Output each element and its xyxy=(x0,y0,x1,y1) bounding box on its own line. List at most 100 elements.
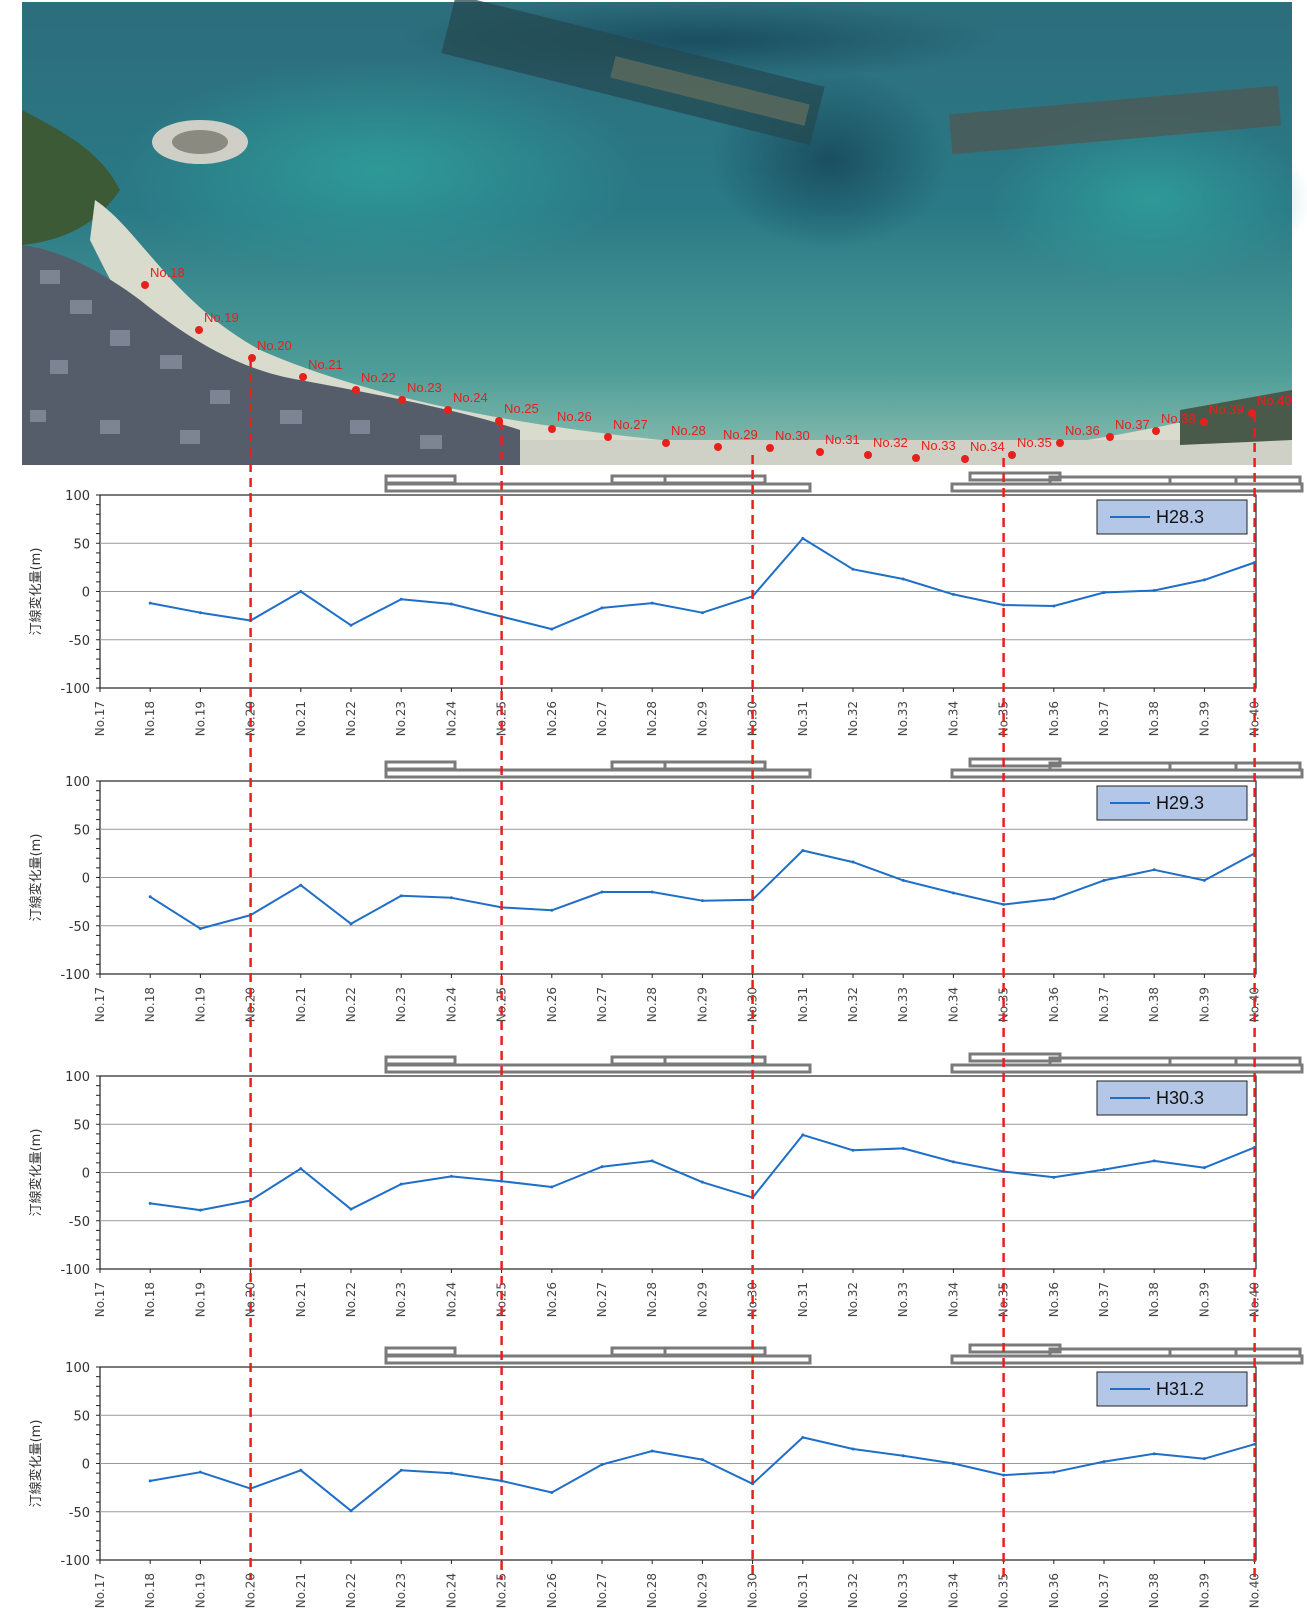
data-point xyxy=(951,891,955,895)
survey-point-marker xyxy=(714,443,722,451)
survey-point-marker xyxy=(1152,427,1160,435)
data-point xyxy=(148,1479,152,1483)
x-tick-label: No.19 xyxy=(193,987,207,1022)
x-tick-label: No.37 xyxy=(1097,987,1111,1022)
data-point xyxy=(851,860,855,864)
data-point xyxy=(650,1159,654,1163)
x-tick-label: No.32 xyxy=(846,1573,860,1608)
y-tick-label: 0 xyxy=(82,1458,90,1473)
data-point xyxy=(198,1470,202,1474)
x-tick-label: No.34 xyxy=(946,1282,960,1317)
legend-entry: H29.3 xyxy=(1156,793,1204,813)
data-point xyxy=(299,1468,303,1472)
data-point xyxy=(550,1185,554,1189)
x-tick-label: No.28 xyxy=(645,1573,659,1608)
breakwater-schematic xyxy=(384,1343,1304,1365)
survey-point-label: No.22 xyxy=(361,370,396,385)
x-tick-label: No.19 xyxy=(193,1573,207,1608)
y-tick-label: 50 xyxy=(73,537,90,552)
x-tick-label: No.37 xyxy=(1097,701,1111,736)
data-point xyxy=(449,896,453,900)
data-point xyxy=(1002,1473,1006,1477)
data-point xyxy=(1152,589,1156,593)
x-tick-label: No.31 xyxy=(796,1573,810,1608)
x-tick-label: No.38 xyxy=(1147,1573,1161,1608)
survey-point-label: No.40 xyxy=(1257,393,1292,408)
data-point xyxy=(399,1468,403,1472)
survey-point-marker xyxy=(816,448,824,456)
survey-point-marker xyxy=(1106,433,1114,441)
y-tick-label: 50 xyxy=(73,1409,90,1424)
data-point xyxy=(349,922,353,926)
survey-point-marker xyxy=(141,281,149,289)
data-point xyxy=(700,899,704,903)
breakwater-schematic xyxy=(384,1052,1304,1074)
chart-panel-4: 100 50 0 -50 -100 汀線変化量(m) No.17 No.18 No.19 No.2… xyxy=(28,1343,1304,1608)
y-axis-label: 汀線変化量(m) xyxy=(28,548,44,636)
survey-point-marker xyxy=(912,454,920,462)
survey-point-marker xyxy=(604,433,612,441)
survey-point-label: No.33 xyxy=(921,438,956,453)
survey-point-label: No.20 xyxy=(257,338,292,353)
x-tick-label: No.33 xyxy=(896,1282,910,1317)
data-point xyxy=(1253,1442,1257,1446)
x-tick-label: No.23 xyxy=(394,1282,408,1317)
data-point xyxy=(399,894,403,898)
x-tick-label: No.21 xyxy=(294,987,308,1022)
x-tick-label: No.32 xyxy=(846,987,860,1022)
y-tick-label: -50 xyxy=(69,1215,90,1230)
x-tick-label: No.38 xyxy=(1147,1282,1161,1317)
data-point xyxy=(1052,1470,1056,1474)
x-tick-label: No.35 xyxy=(997,1573,1011,1608)
data-point xyxy=(901,1454,905,1458)
data-point xyxy=(851,567,855,571)
data-point xyxy=(500,1479,504,1483)
data-point xyxy=(1002,603,1006,607)
y-tick-label: -50 xyxy=(69,1506,90,1521)
data-point xyxy=(1202,1166,1206,1170)
data-point xyxy=(650,1449,654,1453)
data-point xyxy=(1152,1159,1156,1163)
data-point xyxy=(1102,1460,1106,1464)
survey-point-label: No.25 xyxy=(504,401,539,416)
survey-point-label: No.36 xyxy=(1065,423,1100,438)
survey-point-marker xyxy=(1056,439,1064,447)
aerial-photo: No.18 No.19 No.20 No.21 No.22 No.23 No.24 No.25… xyxy=(22,0,1307,465)
x-tick-label: No.40 xyxy=(1248,1573,1262,1608)
data-point xyxy=(1102,1168,1106,1172)
x-tick-label: No.27 xyxy=(595,1282,609,1317)
data-point xyxy=(700,611,704,615)
data-point xyxy=(349,623,353,627)
survey-point-label: No.18 xyxy=(150,265,185,280)
x-tick-label: No.34 xyxy=(946,987,960,1022)
y-tick-label: 0 xyxy=(82,586,90,601)
data-point xyxy=(550,908,554,912)
y-axis-label: 汀線変化量(m) xyxy=(28,1420,44,1508)
data-point xyxy=(299,590,303,593)
x-tick-label: No.36 xyxy=(1047,987,1061,1022)
data-point xyxy=(1152,868,1156,872)
data-point xyxy=(1052,604,1056,608)
data-point xyxy=(299,1167,303,1171)
data-point xyxy=(801,1133,805,1137)
survey-point-marker xyxy=(961,455,969,463)
data-point xyxy=(1202,578,1206,582)
data-point xyxy=(449,1471,453,1475)
x-tick-label: No.27 xyxy=(595,1573,609,1608)
x-tick-label: No.30 xyxy=(746,987,760,1022)
data-point xyxy=(600,1462,604,1466)
x-tick-label: No.18 xyxy=(143,701,157,736)
x-tick-label: No.22 xyxy=(344,987,358,1022)
x-tick-label: No.34 xyxy=(946,701,960,736)
x-tick-label: No.37 xyxy=(1097,1573,1111,1608)
survey-point-label: No.26 xyxy=(557,409,592,424)
breakwater-schematic xyxy=(384,471,1304,493)
y-axis-label: 汀線変化量(m) xyxy=(28,834,44,922)
survey-point-marker xyxy=(299,373,307,381)
data-point xyxy=(600,606,604,610)
data-point xyxy=(399,1182,403,1186)
survey-point-marker xyxy=(1200,418,1208,426)
x-tick-label: No.18 xyxy=(143,1573,157,1608)
survey-point-marker xyxy=(444,406,452,414)
data-point xyxy=(901,878,905,882)
